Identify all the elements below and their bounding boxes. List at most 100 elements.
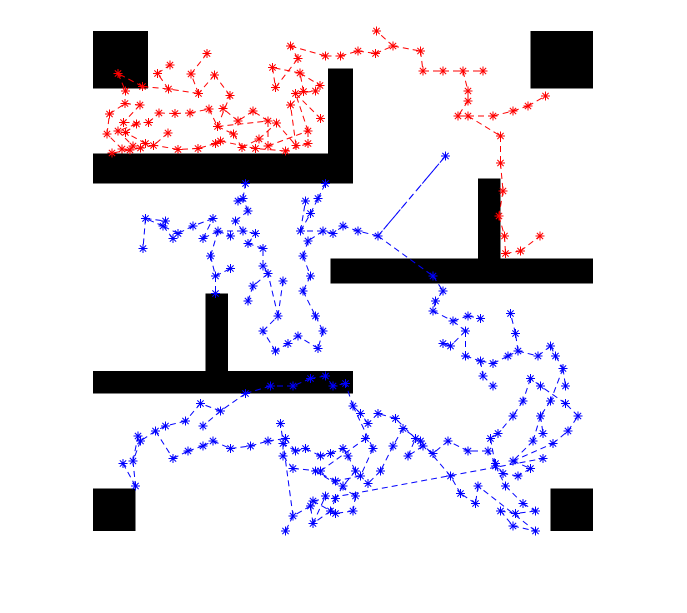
goal-tree-node-marker <box>531 506 540 516</box>
goal-tree-node-marker <box>213 226 223 236</box>
goal-tree-node-marker <box>326 506 335 516</box>
goal-tree-edge <box>507 350 519 357</box>
start-tree-edge <box>214 74 231 96</box>
goal-tree-node-marker <box>183 446 193 456</box>
goal-tree-node-marker <box>266 381 275 391</box>
goal-tree-node-marker <box>133 431 143 441</box>
goal-tree-edge <box>302 275 311 292</box>
start-tree-node-marker <box>371 49 380 58</box>
start-tree-node-marker <box>204 104 214 114</box>
start-tree-node-marker <box>138 82 147 91</box>
goal-tree-edge <box>450 475 461 494</box>
goal-tree-edge <box>122 463 136 487</box>
goal-tree-node-marker <box>298 286 308 296</box>
goal-tree-node-marker <box>243 296 253 306</box>
start-tree-node-marker <box>463 96 473 106</box>
start-tree-node-marker <box>541 91 550 101</box>
goal-tree-node-marker <box>461 326 470 336</box>
goal-tree-edge <box>460 493 476 504</box>
goal-tree-edge <box>155 430 174 459</box>
goal-tree-node-marker <box>368 444 378 453</box>
goal-tree-node-marker <box>558 364 568 373</box>
goal-tree-node-marker <box>461 351 470 361</box>
start-tree-node-marker <box>144 118 153 127</box>
goal-tree-node-marker <box>518 499 528 508</box>
start-tree-edge <box>276 122 297 146</box>
goal-tree-node-marker <box>313 344 323 353</box>
goal-tree-node-marker <box>476 356 485 366</box>
start-tree-node-marker <box>107 148 117 158</box>
goal-tree-edge <box>432 275 444 292</box>
goal-tree-node-marker <box>533 351 543 361</box>
goal-tree-edge <box>360 448 374 477</box>
goal-tree-edge <box>292 378 311 387</box>
start-tree-node-marker <box>303 126 313 136</box>
goal-tree-node-marker <box>243 206 253 216</box>
goal-tree-edge <box>145 218 164 227</box>
start-tree-edge <box>290 45 326 57</box>
goal-tree-node-marker <box>531 526 540 536</box>
goal-tree-edge <box>347 455 356 472</box>
start-tree-node-marker <box>170 109 180 118</box>
start-tree-node-marker <box>164 84 173 94</box>
start-tree-edge <box>109 103 126 115</box>
goal-tree-edge <box>267 273 279 317</box>
goal-tree-node-marker <box>363 419 373 428</box>
goal-tree-node-marker <box>208 436 218 446</box>
goal-tree-edge <box>317 183 326 199</box>
start-tree-node-marker <box>321 51 330 61</box>
start-tree-node-marker <box>353 46 363 56</box>
start-tree-edge <box>492 110 514 117</box>
goal-tree-node-marker <box>306 271 315 281</box>
goal-tree-edge <box>312 510 331 524</box>
goal-tree-edge <box>247 243 264 249</box>
start-tree-node-marker <box>135 100 145 110</box>
goal-tree-edge <box>540 400 551 417</box>
start-tree-edge <box>117 73 143 87</box>
goal-tree-node-marker <box>428 449 438 458</box>
goal-tree-node-marker <box>321 371 330 381</box>
goal-tree-node-marker <box>331 494 340 503</box>
goal-tree-edge <box>512 400 524 417</box>
goal-tree-node-marker <box>288 464 298 473</box>
goal-tree-node-marker <box>361 434 370 443</box>
goal-tree-node-marker <box>198 234 208 243</box>
goal-tree-node-marker <box>278 439 288 448</box>
goal-tree-edge <box>250 440 269 447</box>
start-tree-edge <box>462 70 469 92</box>
goal-tree-edge <box>262 330 276 352</box>
start-tree-node-marker <box>153 69 162 78</box>
goal-tree-edge <box>550 345 556 357</box>
start-tree-node-marker <box>113 69 123 78</box>
goal-tree-node-marker <box>508 456 518 466</box>
start-tree-node-marker <box>218 104 228 113</box>
start-tree-node-marker <box>523 101 533 111</box>
goal-tree-node-marker <box>168 234 178 243</box>
goal-tree-node-marker <box>546 341 555 351</box>
goal-tree-edge <box>465 355 481 362</box>
goal-tree-node-marker <box>198 421 208 431</box>
goal-tree-edge <box>312 495 326 524</box>
start-tree-edge <box>295 93 309 132</box>
goal-tree-edge <box>247 285 254 302</box>
goal-tree-node-marker <box>321 491 330 501</box>
goal-tree-edge <box>305 448 321 457</box>
start-tree-edge <box>252 110 269 122</box>
goal-tree-edge <box>202 440 214 447</box>
goal-tree-node-marker <box>341 379 350 388</box>
start-tree-edge <box>217 126 234 135</box>
goal-tree-node-marker <box>281 434 290 443</box>
goal-tree-node-marker <box>511 509 520 518</box>
start-tree-node-marker <box>488 111 498 121</box>
start-tree-node-marker <box>141 139 150 148</box>
start-tree-node-marker <box>251 144 260 153</box>
goal-tree-node-marker <box>411 434 420 443</box>
goal-tree-node-marker <box>561 399 570 408</box>
goal-tree-node-marker <box>321 179 330 188</box>
goal-tree-node-marker <box>211 289 220 298</box>
goal-tree-edge <box>210 230 219 257</box>
goal-tree-edge <box>540 385 566 404</box>
goal-tree-edge <box>517 350 539 357</box>
goal-tree-edge <box>447 440 469 452</box>
